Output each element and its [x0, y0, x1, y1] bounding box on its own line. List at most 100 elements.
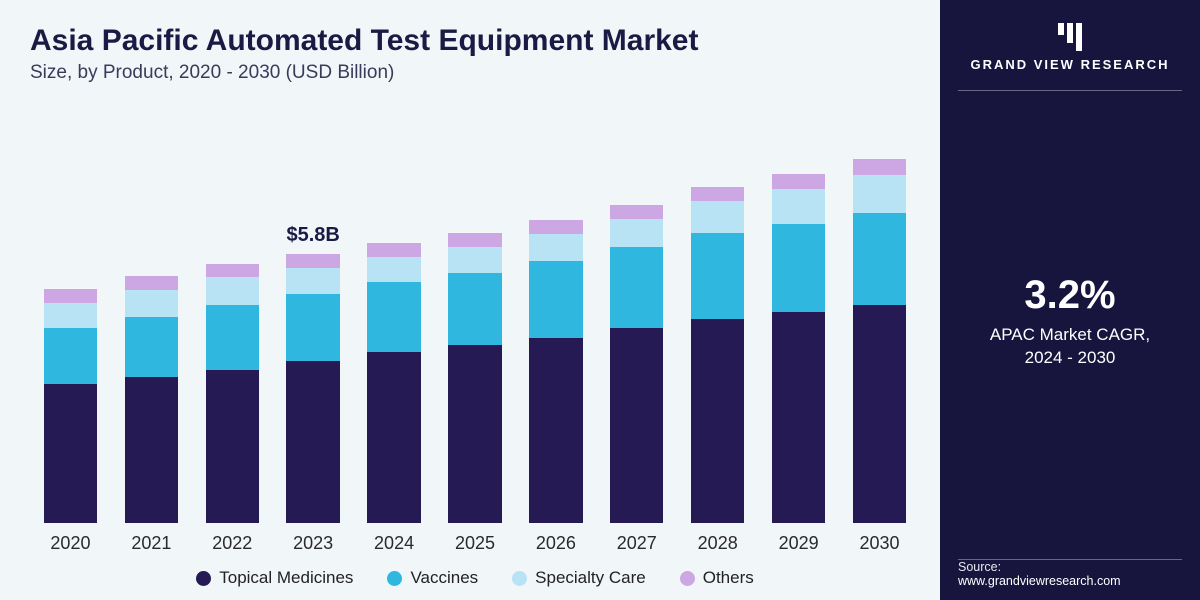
bar-column: 2021 [111, 134, 192, 554]
source-label: Source: [958, 560, 1182, 574]
bar-segment [772, 189, 825, 224]
bar-segment [44, 384, 97, 523]
chart-area: 2020 2021 2022 $5.8B 2023 2024 2025 2026 2027 202… [30, 84, 920, 588]
bar-stack [853, 159, 906, 523]
bar-stack [206, 264, 259, 523]
brand-name: GRAND VIEW RESEARCH [958, 57, 1182, 72]
bar-segment [610, 247, 663, 328]
x-axis-label: 2028 [698, 533, 738, 554]
bar-segment [853, 213, 906, 306]
legend-swatch-icon [196, 571, 211, 586]
plot: 2020 2021 2022 $5.8B 2023 2024 2025 2026 2027 202… [30, 84, 920, 554]
bar-stack: $5.8B [286, 254, 339, 523]
bar-stack [610, 205, 663, 523]
callout-label: $5.8B [286, 224, 339, 247]
bar-segment [853, 305, 906, 523]
bar-segment [367, 282, 420, 352]
bar-column: 2020 [30, 134, 111, 554]
x-axis-label: 2030 [859, 533, 899, 554]
bar-segment [691, 187, 744, 201]
main-panel: Asia Pacific Automated Test Equipment Ma… [0, 0, 940, 600]
bar-stack [367, 243, 420, 523]
bar-segment [286, 294, 339, 361]
bar-column: 2027 [596, 134, 677, 554]
legend-label: Vaccines [410, 568, 478, 588]
x-axis-label: 2021 [131, 533, 171, 554]
bar-segment [529, 234, 582, 261]
bar-segment [448, 247, 501, 272]
bar-segment [367, 243, 420, 257]
bar-segment [448, 345, 501, 523]
bar-segment [286, 361, 339, 523]
cagr-value: 3.2% [1024, 273, 1115, 318]
bar-segment [529, 261, 582, 337]
cagr-block: 3.2% APAC Market CAGR, 2024 - 2030 [990, 91, 1150, 551]
legend-label: Topical Medicines [219, 568, 353, 588]
bar-column: 2022 [192, 134, 273, 554]
bar-segment [367, 352, 420, 523]
bar-column: 2028 [677, 134, 758, 554]
logo-mark-icon [1058, 23, 1082, 51]
x-axis-label: 2024 [374, 533, 414, 554]
bar-segment [529, 338, 582, 523]
cagr-label-line2: 2024 - 2030 [1025, 348, 1116, 367]
bar-stack [691, 187, 744, 523]
x-axis-label: 2025 [455, 533, 495, 554]
x-axis-label: 2020 [50, 533, 90, 554]
source-block: Source: www.grandviewresearch.com [958, 560, 1182, 588]
bar-segment [772, 174, 825, 189]
x-axis-label: 2026 [536, 533, 576, 554]
bar-stack [772, 174, 825, 523]
bar-segment [206, 277, 259, 305]
bar-column: 2025 [435, 134, 516, 554]
bar-segment [691, 233, 744, 319]
bar-segment [772, 312, 825, 523]
legend-label: Others [703, 568, 754, 588]
bar-segment [206, 305, 259, 370]
bar-segment [529, 220, 582, 234]
bar-segment [125, 290, 178, 317]
legend-swatch-icon [387, 571, 402, 586]
bar-segment [125, 276, 178, 290]
bar-segment [448, 233, 501, 247]
cagr-label-line1: APAC Market CAGR, [990, 325, 1150, 344]
bar-segment [44, 328, 97, 384]
bar-segment [772, 224, 825, 312]
bar-stack [125, 276, 178, 523]
bar-segment [125, 377, 178, 523]
bar-segment [610, 205, 663, 219]
x-axis-label: 2022 [212, 533, 252, 554]
bar-segment [853, 159, 906, 175]
bar-segment [286, 254, 339, 268]
bar-segment [125, 317, 178, 377]
bar-segment [206, 370, 259, 523]
bar-segment [610, 328, 663, 523]
cagr-label: APAC Market CAGR, 2024 - 2030 [990, 324, 1150, 370]
bar-stack [529, 220, 582, 523]
bar-column: 2030 [839, 134, 920, 554]
bar-segment [691, 201, 744, 233]
legend-item: Specialty Care [512, 568, 646, 588]
bar-segment [286, 268, 339, 293]
x-axis-label: 2029 [779, 533, 819, 554]
bar-segment [448, 273, 501, 345]
source-url: www.grandviewresearch.com [958, 574, 1182, 588]
legend-swatch-icon [680, 571, 695, 586]
side-panel: GRAND VIEW RESEARCH 3.2% APAC Market CAG… [940, 0, 1200, 600]
bar-column: $5.8B 2023 [273, 134, 354, 554]
legend-label: Specialty Care [535, 568, 646, 588]
bar-stack [44, 289, 97, 523]
bar-column: 2026 [515, 134, 596, 554]
bar-stack [448, 233, 501, 523]
bar-segment [853, 175, 906, 212]
bar-segment [44, 289, 97, 303]
bar-segment [610, 219, 663, 248]
chart-subtitle: Size, by Product, 2020 - 2030 (USD Billi… [30, 62, 920, 84]
legend-swatch-icon [512, 571, 527, 586]
legend-item: Others [680, 568, 754, 588]
bar-column: 2024 [354, 134, 435, 554]
x-axis-label: 2023 [293, 533, 333, 554]
chart-title: Asia Pacific Automated Test Equipment Ma… [30, 24, 920, 58]
brand-logo: GRAND VIEW RESEARCH [958, 22, 1182, 72]
x-axis-label: 2027 [617, 533, 657, 554]
